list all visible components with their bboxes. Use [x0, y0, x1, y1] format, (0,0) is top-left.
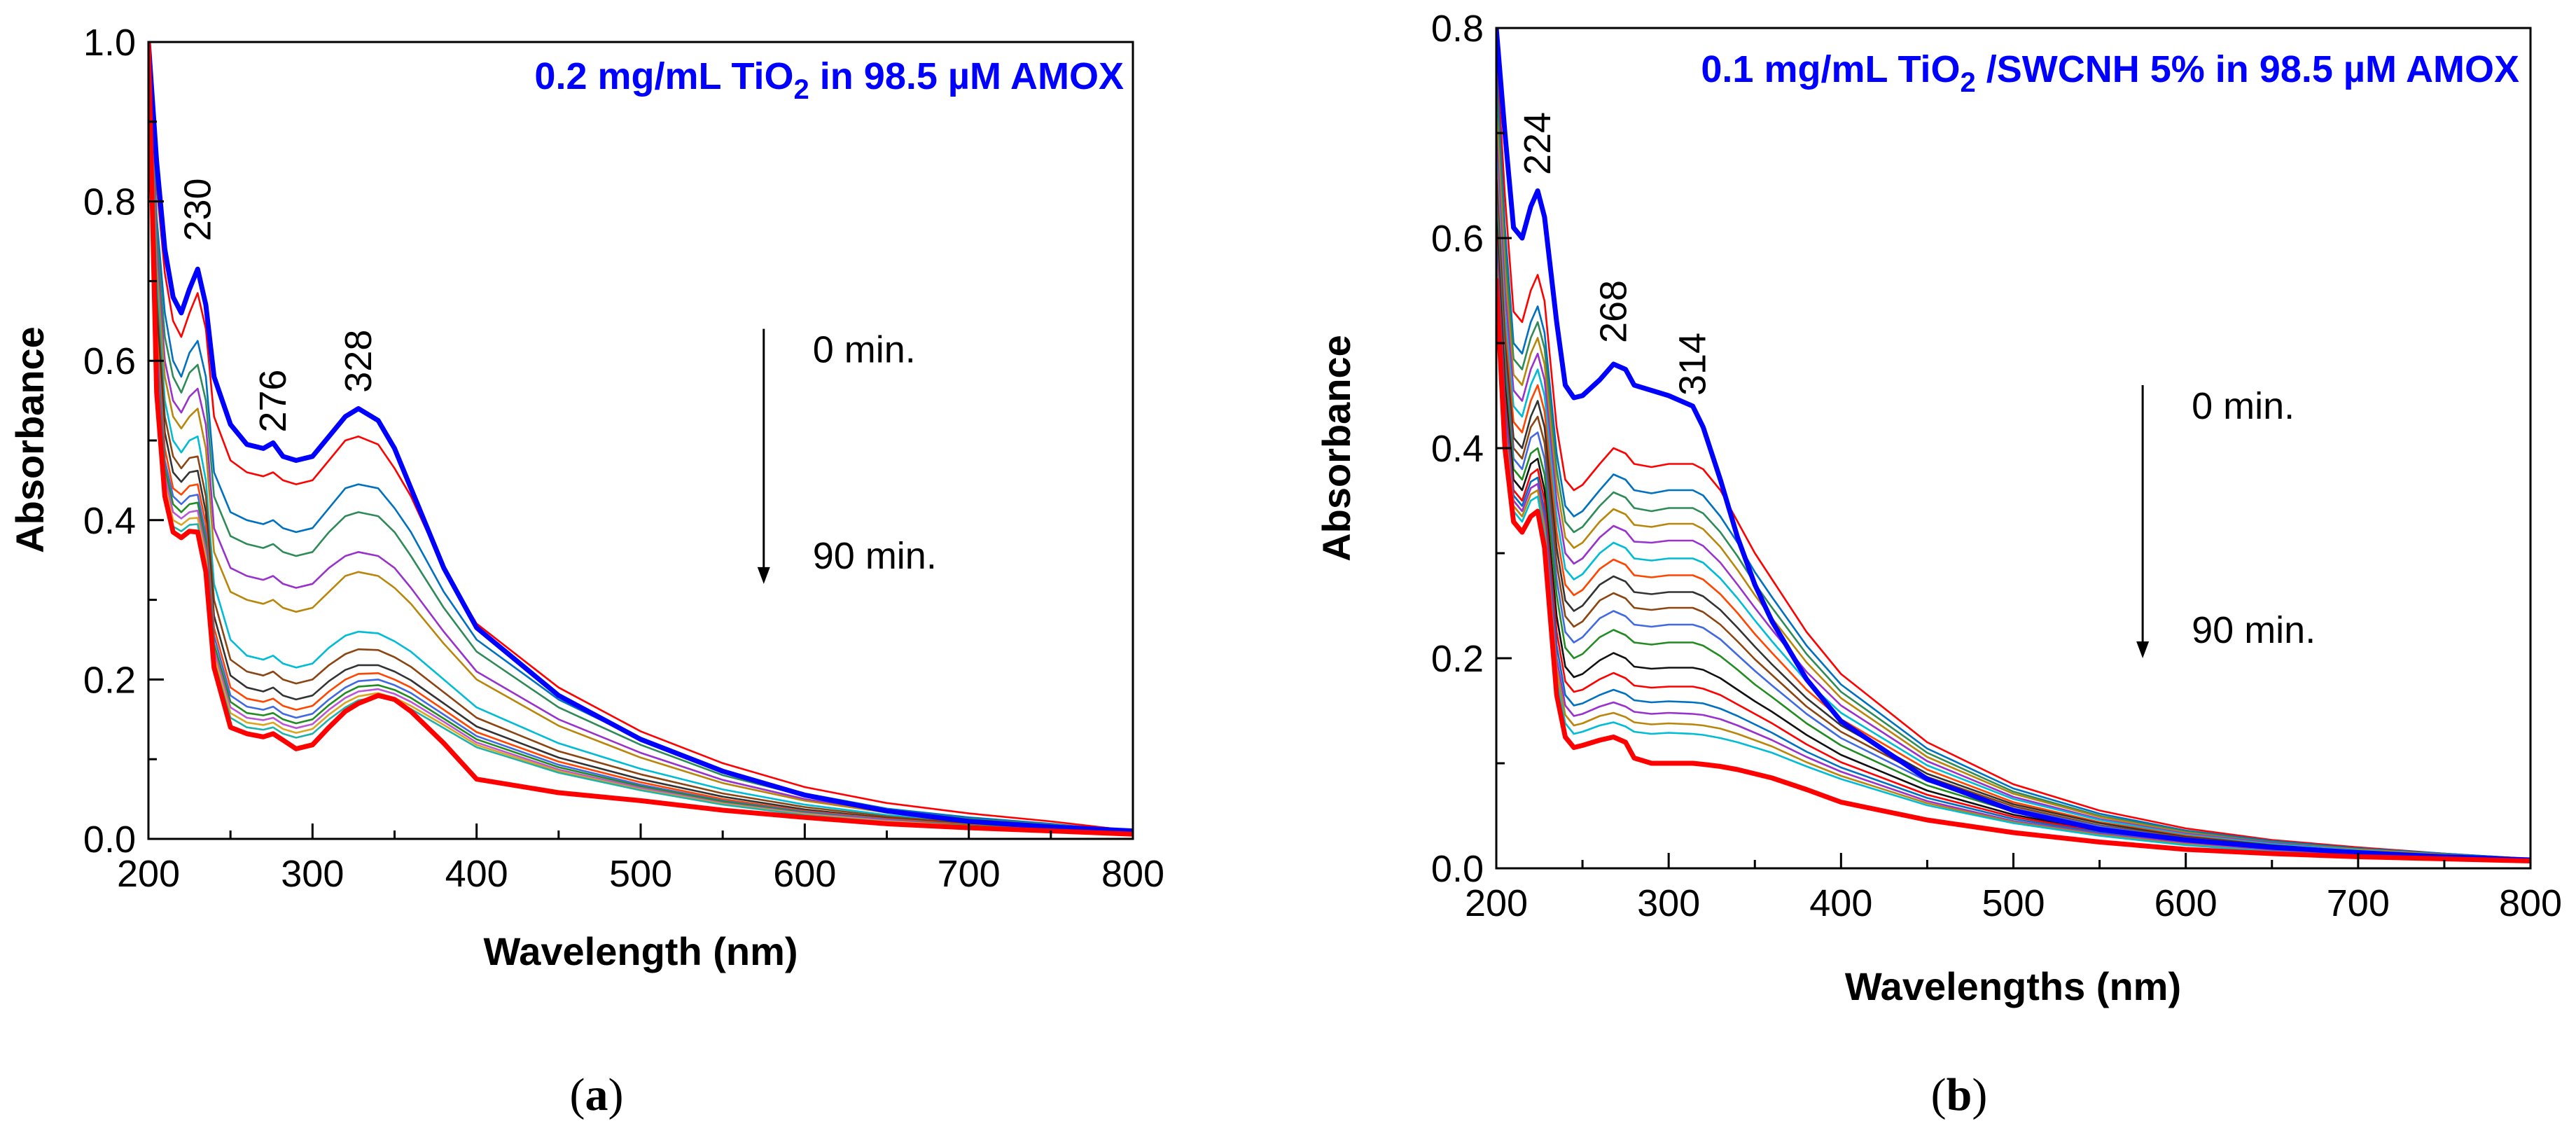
series-line-3 [1496, 69, 2530, 860]
chart-panel-b: 200 300 400 500 600 700 800 0.0 0.2 0.4 0.6 0.8 Wave… [1314, 8, 2562, 1120]
y-tick-label: 0.0 [1431, 848, 1484, 890]
y-tick-label: 0.8 [1431, 8, 1484, 50]
caption-letter: a [585, 1069, 608, 1120]
peak-label: 276 [252, 370, 294, 433]
series-line-10 [148, 42, 1133, 835]
peak-label: 314 [1672, 333, 1714, 396]
time-start-label: 0 min. [813, 329, 916, 371]
caption-letter: b [1947, 1069, 1972, 1120]
x-tick-label: 500 [1982, 882, 2045, 924]
title-subscript: 2 [794, 74, 809, 105]
title-subscript: 2 [1961, 67, 1976, 98]
series-line-16 [148, 42, 1133, 837]
x-tick-label: 400 [1809, 882, 1872, 924]
series-line-19 [1496, 277, 2530, 863]
x-tick-label: 300 [281, 853, 344, 895]
title-part: in 98.5 µM AMOX [809, 55, 1124, 97]
time-end-label: 90 min. [813, 535, 937, 577]
title-part: /SWCNH 5% in 98.5 µM AMOX [1976, 48, 2519, 90]
y-tick-label: 0.0 [83, 819, 136, 861]
series-line-11 [148, 42, 1133, 835]
y-tick-label: 0.2 [1431, 638, 1484, 680]
y-tick-label: 0.2 [83, 659, 136, 701]
x-tick-label: 600 [2154, 882, 2218, 924]
series-line-8 [148, 42, 1133, 834]
series-line-7 [148, 42, 1133, 834]
caption-part: ( [1931, 1069, 1947, 1120]
series-line-17 [1496, 258, 2530, 862]
series-line-15 [148, 42, 1133, 835]
series-line-2 [1496, 48, 2530, 860]
x-tick-label: 300 [1637, 882, 1700, 924]
y-axis-label: Absorbance [1314, 335, 1358, 562]
plot-frame [147, 41, 1134, 840]
title-part: 0.1 mg/mL TiO [1701, 48, 1960, 90]
series-line-11 [1496, 195, 2530, 862]
series-line-1 [1496, 28, 2530, 863]
time-arrow-head [757, 566, 770, 584]
x-tick-label: 800 [2499, 882, 2562, 924]
x-axis-label: Wavelengths (nm) [1845, 964, 2181, 1008]
time-start-label: 0 min. [2192, 385, 2295, 427]
series-line-16 [1496, 247, 2530, 862]
peak-label: 268 [1592, 280, 1634, 343]
series-line-6 [1496, 132, 2530, 861]
series-line-4 [148, 42, 1133, 833]
series-line-1 [148, 42, 1133, 834]
peak-label: 230 [176, 178, 218, 241]
caption-part: ) [1972, 1069, 1987, 1120]
y-tick-label: 0.6 [1431, 218, 1484, 260]
title-part: 0.2 mg/mL TiO [534, 55, 793, 97]
series-line-8 [1496, 163, 2530, 861]
peak-label: 328 [337, 330, 380, 393]
series-line-18 [1496, 268, 2530, 862]
series-line-3 [148, 42, 1133, 833]
series-group [1496, 28, 2530, 863]
series-line-12 [148, 42, 1133, 835]
series-line-6 [148, 42, 1133, 834]
y-tick-label: 0.8 [83, 181, 136, 223]
chart-title: 0.1 mg/mL TiO2 /SWCNH 5% in 98.5 µM AMOX [1701, 48, 2519, 98]
x-tick-label: 700 [938, 853, 1001, 895]
series-line-15 [1496, 237, 2530, 862]
x-tick-label: 800 [1101, 853, 1164, 895]
chart-panel-a: 200 300 400 500 600 700 800 0.0 0.2 0.4 0.6 0.8 1.0 W… [8, 22, 1164, 1120]
series-line-7 [1496, 153, 2530, 861]
series-line-4 [1496, 90, 2530, 860]
x-tick-label: 400 [445, 853, 508, 895]
series-line-5 [148, 42, 1133, 833]
series-line-13 [148, 42, 1133, 835]
y-tick-label: 1.0 [83, 22, 136, 64]
chart-title: 0.2 mg/mL TiO2 in 98.5 µM AMOX [534, 55, 1124, 105]
series-line-9 [1496, 174, 2530, 861]
y-tick-label: 0.6 [83, 340, 136, 382]
panel-caption: (b) [1931, 1069, 1988, 1120]
series-line-9 [148, 42, 1133, 835]
series-line-14 [1496, 226, 2530, 862]
peak-label: 224 [1517, 112, 1559, 175]
plot-frame [1495, 27, 2532, 870]
caption-part: ( [570, 1069, 585, 1120]
series-line-10 [1496, 184, 2530, 861]
series-line-5 [1496, 111, 2530, 861]
y-axis-label: Absorbance [8, 326, 52, 553]
x-tick-label: 600 [773, 853, 836, 895]
x-tick-label: 700 [2327, 882, 2390, 924]
x-tick-label: 500 [609, 853, 672, 895]
series-group [148, 42, 1133, 837]
y-tick-label: 0.4 [83, 500, 136, 542]
caption-part: ) [608, 1069, 624, 1120]
x-tick-label: 200 [1465, 882, 1528, 924]
time-arrow-head [2136, 641, 2150, 658]
x-axis-label: Wavelength (nm) [483, 929, 798, 973]
y-tick-label: 0.4 [1431, 428, 1484, 470]
series-line-14 [148, 42, 1133, 835]
x-tick-label: 200 [117, 853, 180, 895]
panel-caption: (a) [570, 1069, 624, 1120]
time-end-label: 90 min. [2192, 609, 2316, 651]
series-line-2 [148, 42, 1133, 832]
